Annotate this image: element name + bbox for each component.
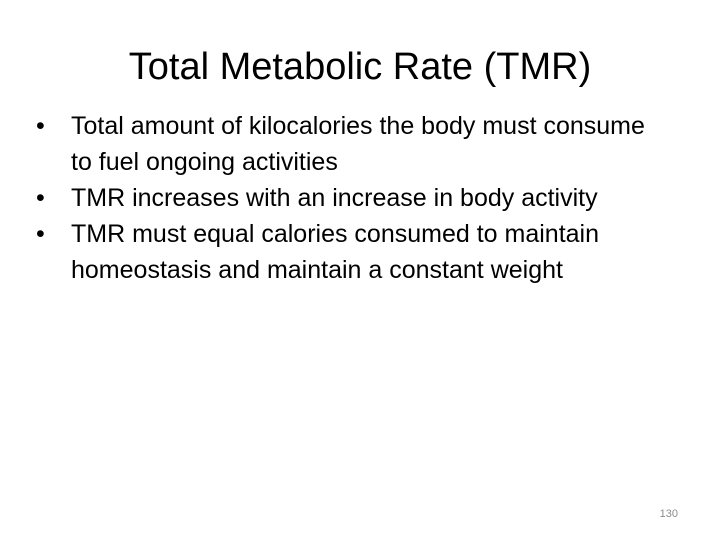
bullet-item: • Total amount of kilocalories the body … [36, 108, 656, 180]
bullet-dot-icon: • [36, 184, 45, 212]
page-number: 130 [659, 508, 678, 520]
bullet-item: • TMR must equal calories consumed to ma… [36, 216, 656, 288]
bullet-text: TMR increases with an increase in body a… [71, 184, 598, 212]
bullet-dot-icon: • [36, 112, 45, 140]
bullet-dot-icon: • [36, 220, 45, 248]
bullet-item: • TMR increases with an increase in body… [36, 180, 656, 216]
bullet-text: TMR must equal calories consumed to main… [71, 220, 600, 284]
slide-title: Total Metabolic Rate (TMR) [128, 46, 592, 88]
bullet-text: Total amount of kilocalories the body mu… [71, 112, 645, 176]
bullet-list: • Total amount of kilocalories the body … [36, 108, 656, 288]
